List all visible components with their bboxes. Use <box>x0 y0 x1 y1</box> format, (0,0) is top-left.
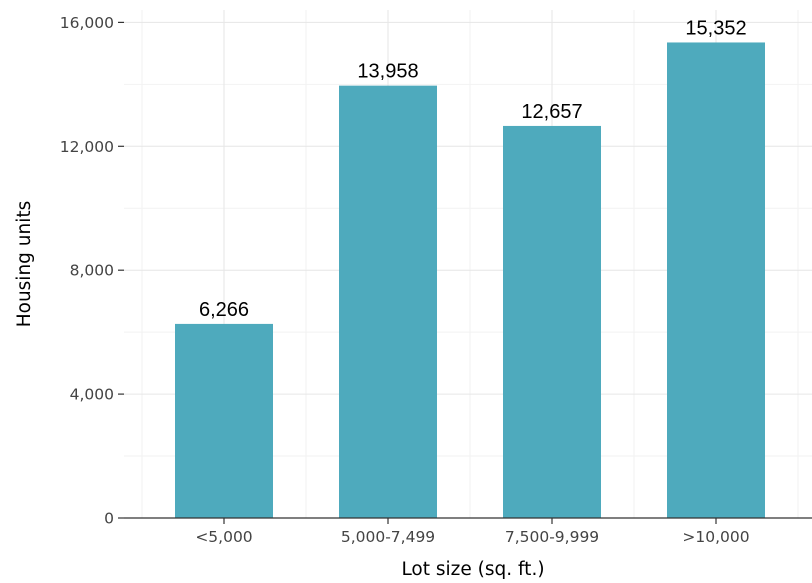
bar <box>667 42 765 519</box>
y-tick-label: 12,000 <box>60 138 114 156</box>
y-tick-label: 0 <box>104 510 114 528</box>
x-tick-label: >10,000 <box>682 528 749 546</box>
data-label: 15,352 <box>685 17 746 39</box>
y-tick-label: 16,000 <box>60 14 114 32</box>
x-tick-label: 5,000-7,499 <box>341 528 435 546</box>
x-axis-title: Lot size (sq. ft.) <box>401 559 544 580</box>
x-tick-label: 7,500-9,999 <box>505 528 599 546</box>
data-label: 13,958 <box>357 61 418 83</box>
bars <box>175 42 765 519</box>
x-tick-label: <5,000 <box>195 528 252 546</box>
y-axis-title: Housing units <box>14 201 35 328</box>
bar <box>503 125 601 518</box>
y-tick-label: 8,000 <box>70 262 114 280</box>
bar <box>339 85 437 518</box>
y-tick-label: 4,000 <box>70 386 114 404</box>
data-labels: 6,266 13,958 12,657 15,352 <box>199 17 747 320</box>
data-label: 12,657 <box>521 101 582 123</box>
x-axis: <5,000 5,000-7,499 7,500-9,999 >10,000 <box>195 518 750 546</box>
y-axis: 0 4,000 8,000 12,000 16,000 <box>60 14 124 528</box>
bar <box>175 323 273 518</box>
data-label: 6,266 <box>199 299 249 321</box>
